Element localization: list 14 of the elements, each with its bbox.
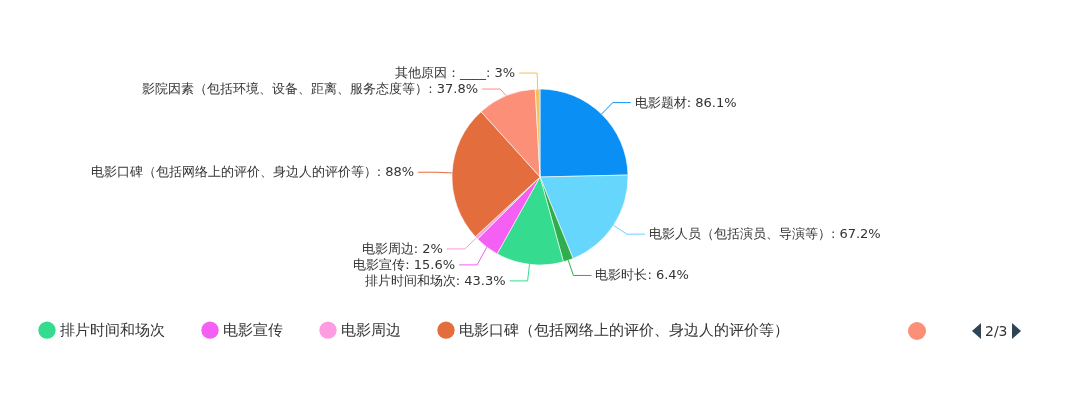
category-label: 电影周边: 2% (361, 240, 443, 256)
slice-label: 电影题材: 86.1% (634, 94, 737, 110)
legend-label: 电影宣传 (223, 321, 283, 340)
slice-label: 电影时长: 6.4% (595, 267, 689, 283)
slice-label: 其他原因：____: 3% (395, 65, 516, 81)
category-label: 电影宣传: 15.6% (353, 256, 456, 272)
category-label: 排片时间和场次: 43.3% (364, 272, 506, 288)
text: 2/3 (985, 323, 1008, 339)
legend-label: 电影周边 (341, 321, 401, 340)
slice-label: 影院因素（包括环境、设备、距离、服务态度等）: 37.8% (142, 81, 479, 97)
legend-label: 排片时间和场次 (60, 321, 165, 340)
legend-label: 电影口碑（包括网络上的评价、身边人的评价等） (459, 321, 789, 340)
slice-label: 电影人员（包括演员、导演等）: 67.2% (648, 226, 881, 242)
category-label: 电影口碑（包括网络上的评价、身边人的评价等）: 88% (90, 164, 415, 180)
